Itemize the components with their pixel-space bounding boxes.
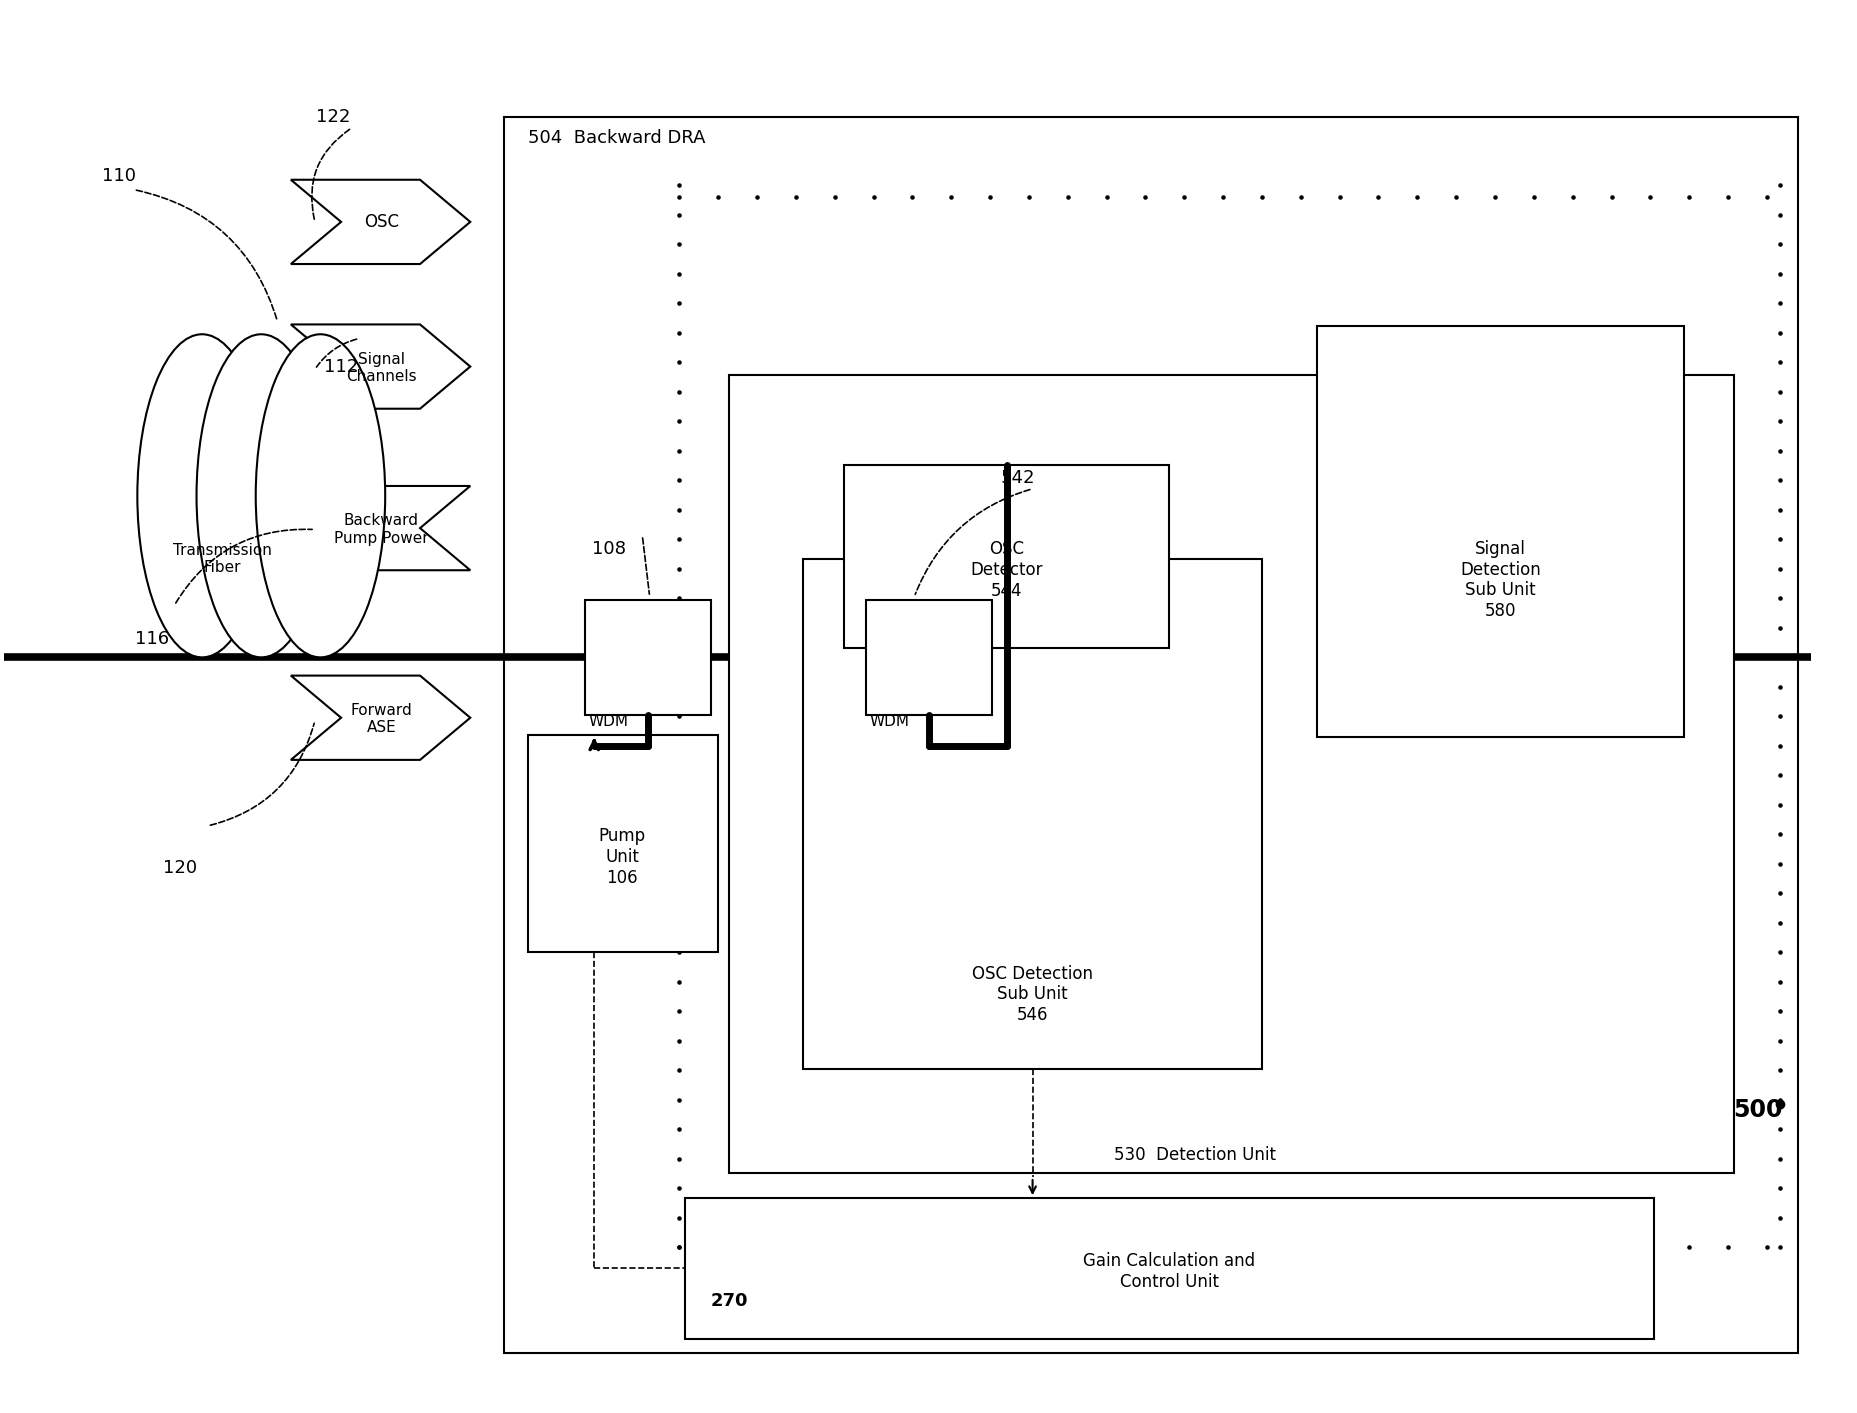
Text: 500: 500 bbox=[1733, 1098, 1781, 1122]
Ellipse shape bbox=[197, 335, 325, 657]
Text: 530  Detection Unit: 530 Detection Unit bbox=[1114, 1146, 1276, 1164]
Text: 542: 542 bbox=[1001, 469, 1034, 486]
FancyBboxPatch shape bbox=[728, 374, 1733, 1173]
Text: 122: 122 bbox=[316, 107, 351, 126]
Ellipse shape bbox=[137, 335, 267, 657]
Ellipse shape bbox=[256, 335, 384, 657]
Text: Forward
ASE: Forward ASE bbox=[351, 702, 412, 735]
Text: Signal
Detection
Sub Unit
580: Signal Detection Sub Unit 580 bbox=[1460, 540, 1539, 620]
FancyBboxPatch shape bbox=[527, 735, 719, 952]
FancyBboxPatch shape bbox=[865, 599, 992, 715]
Text: 270: 270 bbox=[711, 1291, 748, 1310]
Text: 120: 120 bbox=[163, 859, 197, 877]
Text: 112: 112 bbox=[323, 357, 358, 376]
Text: OSC
Detector
544: OSC Detector 544 bbox=[969, 540, 1042, 601]
Text: OSC: OSC bbox=[364, 213, 399, 230]
Text: Pump
Unit
106: Pump Unit 106 bbox=[598, 827, 644, 886]
Text: WDM: WDM bbox=[869, 714, 910, 729]
FancyBboxPatch shape bbox=[843, 465, 1168, 647]
FancyBboxPatch shape bbox=[802, 560, 1261, 1068]
FancyBboxPatch shape bbox=[685, 1198, 1653, 1338]
Text: OSC Detection
Sub Unit
546: OSC Detection Sub Unit 546 bbox=[971, 965, 1092, 1024]
Text: Signal
Channels: Signal Channels bbox=[345, 352, 416, 384]
FancyBboxPatch shape bbox=[585, 599, 711, 715]
Text: Backward
Pump Power: Backward Pump Power bbox=[334, 513, 429, 545]
FancyBboxPatch shape bbox=[1317, 326, 1682, 738]
Text: 116: 116 bbox=[136, 630, 169, 649]
Text: WDM: WDM bbox=[589, 714, 628, 729]
FancyBboxPatch shape bbox=[503, 116, 1798, 1352]
Text: Transmission
Fiber: Transmission Fiber bbox=[173, 543, 271, 575]
Text: 504  Backward DRA: 504 Backward DRA bbox=[527, 130, 706, 147]
Text: 110: 110 bbox=[102, 167, 136, 185]
Text: 108: 108 bbox=[592, 540, 626, 558]
Text: Gain Calculation and
Control Unit: Gain Calculation and Control Unit bbox=[1083, 1252, 1255, 1290]
